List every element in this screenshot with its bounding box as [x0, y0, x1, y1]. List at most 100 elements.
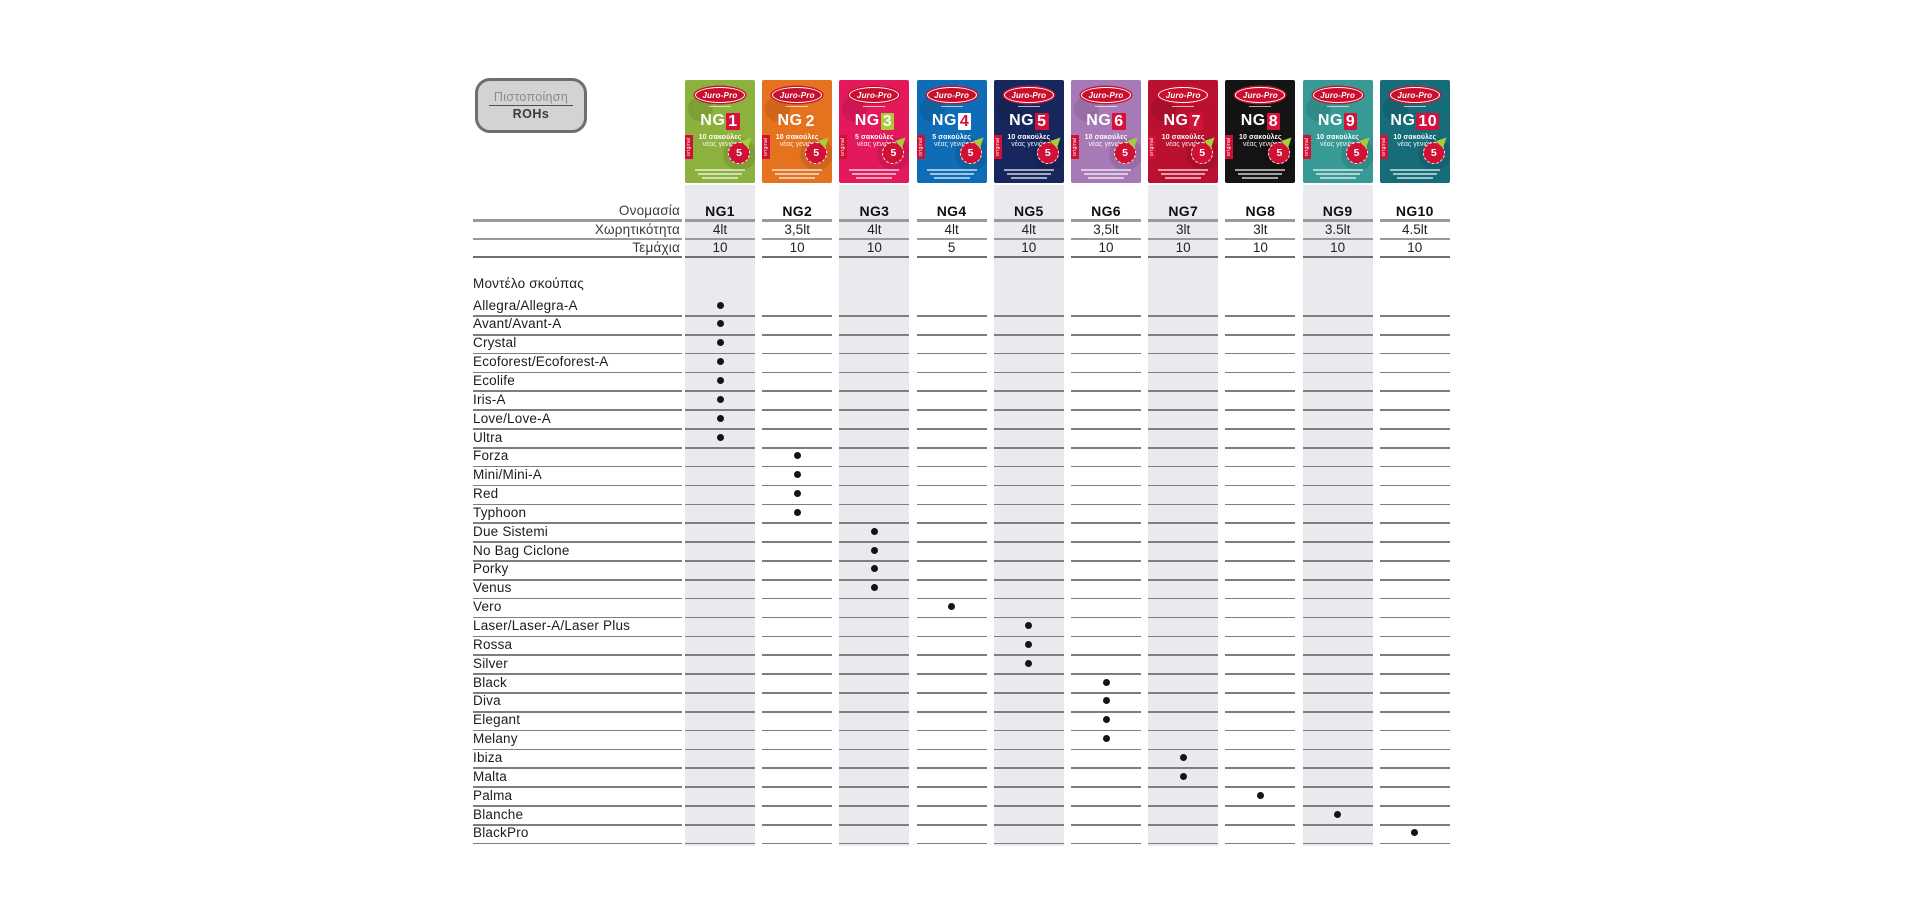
text-bar	[1235, 169, 1286, 171]
package-bags-line: 10 σακούλες	[1393, 134, 1437, 141]
cell-line	[1302, 692, 1373, 694]
cell-line	[1302, 352, 1373, 355]
cell-line	[916, 842, 987, 845]
cell-line	[916, 748, 987, 751]
cell-line	[916, 786, 987, 788]
header-line	[916, 256, 987, 258]
product-package-ng5: Juro-Pro NG 5 10 σακούλες νέας γενιάς 5 origin…	[993, 80, 1064, 183]
original-side-tag: original	[916, 135, 925, 159]
label-header-line	[473, 237, 682, 240]
cell-line	[1148, 541, 1219, 543]
cell-line	[1148, 824, 1219, 826]
model-name: Iris-A	[473, 391, 506, 407]
column-name: NG2	[782, 203, 813, 219]
column-capacity: 3lt	[1253, 221, 1268, 237]
column-capacity: 4lt	[944, 221, 959, 237]
cell-line	[762, 786, 833, 788]
label-line	[473, 786, 682, 788]
fine-print-placeholder	[1380, 169, 1450, 179]
series-number: 7	[1189, 112, 1203, 130]
text-bar	[1165, 177, 1202, 179]
recycle-circle-graphic: 5	[882, 133, 910, 164]
package-generation-line: νέας γενιάς	[1397, 141, 1433, 148]
compat-dot	[793, 452, 801, 460]
model-name: Ecoforest/Ecoforest-A	[473, 354, 609, 370]
cell-line	[685, 560, 755, 562]
juro-pro-logo-icon: Juro-Pro	[1081, 87, 1131, 103]
cell-line	[762, 484, 833, 487]
label-line	[473, 371, 682, 374]
compat-dot	[716, 358, 724, 366]
circle-number: 5	[1430, 147, 1437, 159]
original-side-tag: original	[839, 135, 848, 159]
header-line	[1148, 219, 1219, 222]
package-generation-line: νέας γενιάς	[1242, 141, 1278, 148]
column-capacity: 3,5lt	[1093, 221, 1119, 237]
cell-line	[1225, 503, 1296, 506]
cell-line	[685, 616, 755, 619]
column-capacity: 4.5lt	[1402, 221, 1428, 237]
cell-line	[839, 428, 910, 430]
cell-line	[762, 352, 833, 355]
column-pieces: 10	[1407, 240, 1423, 255]
product-package-ng4: Juro-Pro NG 4 5 σακούλες νέας γενιάς 5 origina…	[916, 80, 987, 183]
model-name: Laser/Laser-A/Laser Plus	[473, 618, 631, 633]
cell-line	[685, 333, 755, 336]
cell-line	[916, 560, 987, 562]
original-side-tag: original	[993, 135, 1002, 159]
cell-line	[993, 842, 1064, 845]
cell-line	[1148, 842, 1219, 845]
recycle-circle-graphic: 5	[1345, 133, 1373, 164]
logo-subline	[1172, 105, 1195, 107]
column-shade-ng5	[993, 185, 1064, 846]
text-bar	[772, 169, 823, 171]
text-bar	[1396, 177, 1433, 179]
cell-line	[1071, 692, 1141, 694]
cell-line	[839, 484, 910, 487]
cell-line	[1302, 597, 1373, 600]
logo-subline	[786, 105, 809, 107]
cell-line	[916, 522, 987, 525]
cell-line	[916, 654, 987, 656]
cell-line	[993, 635, 1064, 638]
column-pieces: 10	[866, 240, 882, 255]
juro-pro-logo-icon: Juro-Pro	[926, 87, 977, 103]
model-name: Melany	[473, 731, 518, 746]
cell-line	[1225, 842, 1296, 845]
package-bags-line: 5 σακούλες	[932, 134, 971, 141]
cell-line	[1379, 447, 1450, 449]
cell-line	[1379, 578, 1450, 581]
cell-line	[1148, 484, 1219, 487]
label-line	[473, 503, 682, 506]
cell-line	[1225, 371, 1296, 374]
circle-number: 5	[736, 147, 742, 159]
fine-print-placeholder	[917, 169, 987, 179]
header-line	[1225, 219, 1296, 222]
logo-subline	[940, 105, 963, 107]
package-bags-line: 10 σακούλες	[1316, 134, 1359, 141]
cell-line	[1379, 503, 1450, 506]
cell-line	[685, 541, 755, 543]
compat-dot	[1102, 678, 1110, 686]
header-line	[1302, 219, 1373, 222]
cell-line	[839, 315, 910, 317]
package-bags-line: 10 σακούλες	[1161, 134, 1205, 141]
label-line	[473, 390, 682, 393]
cell-line	[1379, 371, 1450, 374]
cell-line	[993, 597, 1064, 600]
column-shade-ng7	[1148, 185, 1219, 846]
package-series-name: NG 9	[1303, 112, 1373, 130]
cell-line	[1148, 805, 1219, 807]
cell-line	[839, 692, 910, 694]
label-header-line	[473, 256, 682, 258]
cell-line	[1225, 805, 1296, 807]
cell-line	[1302, 654, 1373, 656]
cell-line	[916, 578, 987, 581]
column-capacity: 3.5lt	[1324, 221, 1351, 237]
cell-line	[993, 673, 1064, 675]
cell-line	[1302, 710, 1373, 713]
package-bags-line: 10 σακούλες	[698, 134, 742, 141]
text-bar	[1319, 177, 1356, 179]
cell-line	[1302, 767, 1373, 770]
cell-line	[839, 390, 910, 393]
